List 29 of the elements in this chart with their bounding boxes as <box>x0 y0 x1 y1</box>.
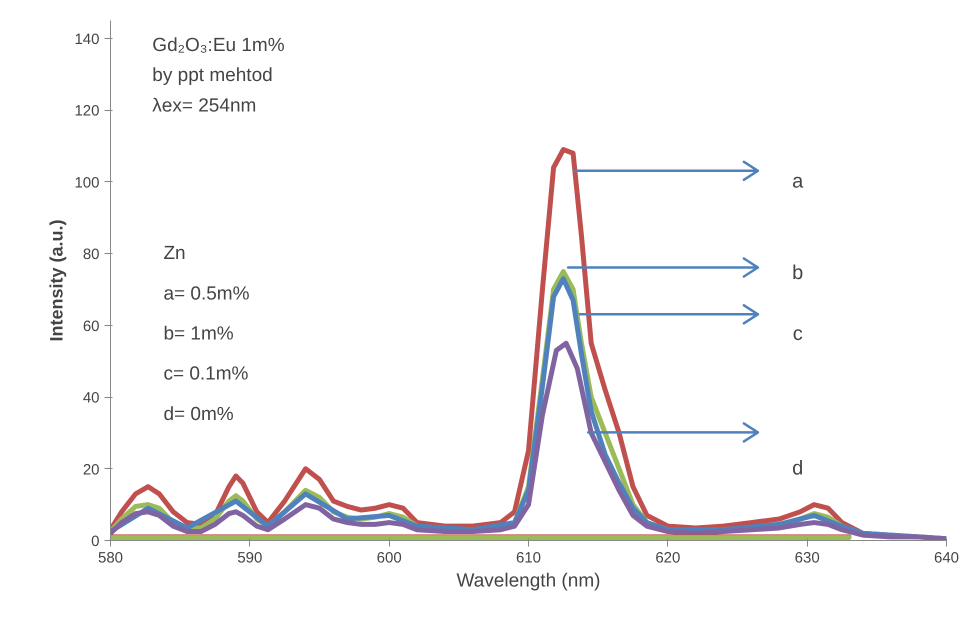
annotation: d= 0m% <box>163 404 234 425</box>
x-tick-label: 620 <box>655 550 680 566</box>
annotation: d <box>792 458 804 480</box>
y-tick-label: 40 <box>82 390 100 407</box>
annotation: Gd₂O₃:Eu 1m% <box>152 35 285 56</box>
annotation: b= 1m% <box>163 323 234 344</box>
y-axis-title: Intensity (a.u.) <box>46 219 66 342</box>
x-tick-label: 610 <box>516 550 542 566</box>
x-tick-label: 590 <box>237 550 262 566</box>
y-tick-label: 80 <box>82 246 100 264</box>
annotation: b <box>792 262 804 284</box>
annotation: Zn <box>163 243 186 264</box>
annotation: c <box>792 323 803 346</box>
x-axis-title: Wavelength (nm) <box>456 570 600 592</box>
y-tick-label: 140 <box>74 30 100 48</box>
y-tick-label: 0 <box>91 533 100 550</box>
annotation: a= 0.5m% <box>163 283 250 304</box>
annotation: λex= 254nm <box>152 95 256 116</box>
annotation: a <box>792 170 804 193</box>
annotation: c= 0.1m% <box>163 364 249 385</box>
annotation: by ppt mehtod <box>152 65 273 86</box>
y-tick-label: 100 <box>74 174 100 192</box>
x-tick-label: 630 <box>794 550 820 566</box>
y-tick-label: 120 <box>74 102 100 120</box>
y-tick-label: 20 <box>82 461 100 478</box>
x-tick-label: 600 <box>376 550 402 566</box>
x-tick-label: 580 <box>98 550 124 566</box>
y-tick-label: 60 <box>82 318 100 335</box>
x-tick-label: 640 <box>934 550 960 566</box>
